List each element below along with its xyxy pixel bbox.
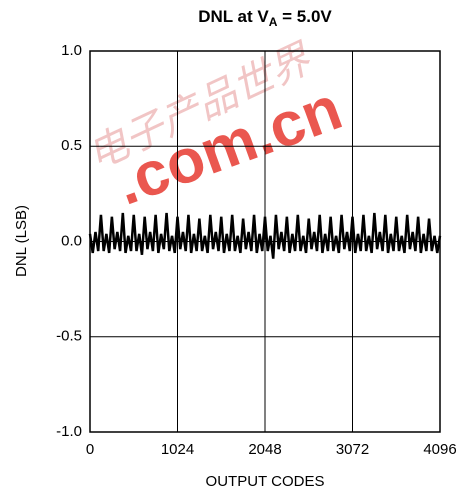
x-axis-label: OUTPUT CODES (206, 473, 325, 490)
x-tick-label: 3072 (336, 441, 369, 458)
title-part: = 5.0V (277, 7, 332, 26)
title-part: DNL at V (198, 7, 269, 26)
chart-title: DNL at VA = 5.0V (198, 7, 332, 29)
x-tick-label: 4096 (423, 441, 456, 458)
x-tick-label: 0 (86, 441, 94, 458)
y-tick-label: 0.5 (61, 137, 82, 154)
x-tick-label: 2048 (248, 441, 281, 458)
y-tick-label: -1.0 (56, 423, 82, 440)
title-subscript: A (269, 15, 278, 29)
x-tick-label: 1024 (161, 441, 194, 458)
y-tick-label: 1.0 (61, 42, 82, 59)
data-line (88, 212, 442, 259)
y-tick-label: 0.0 (61, 232, 82, 249)
y-tick-label: -0.5 (56, 328, 82, 345)
y-axis-label: DNL (LSB) (13, 205, 30, 277)
